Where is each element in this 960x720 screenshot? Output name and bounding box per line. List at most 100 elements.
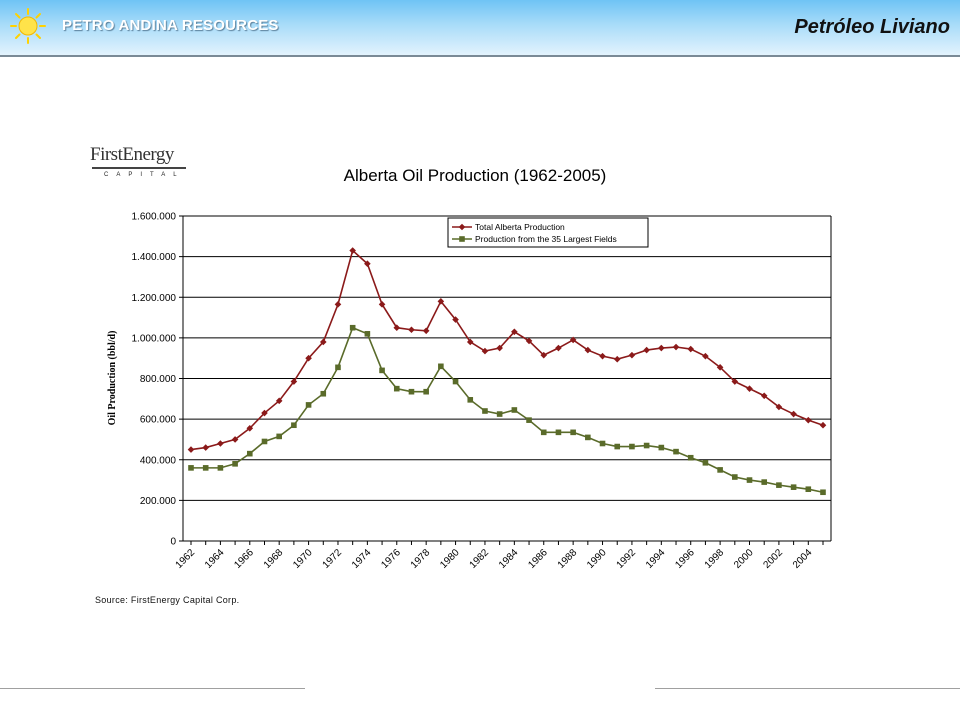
logo-subtitle: CAPITAL bbox=[104, 172, 185, 178]
x-tick-label: 2004 bbox=[791, 547, 815, 571]
data-point bbox=[187, 446, 195, 453]
page-title: Petróleo Liviano bbox=[794, 16, 950, 38]
data-point bbox=[761, 479, 768, 485]
data-point bbox=[746, 385, 753, 392]
data-point bbox=[672, 343, 680, 351]
data-point bbox=[364, 331, 371, 337]
data-point bbox=[458, 223, 466, 231]
y-axis-label: Oil Production (bbl/d) bbox=[107, 331, 118, 426]
x-tick-label: 1982 bbox=[468, 547, 492, 571]
legend-label: Total Alberta Production bbox=[475, 222, 565, 232]
x-tick-label: 1988 bbox=[556, 547, 580, 571]
data-point bbox=[569, 336, 577, 344]
data-point bbox=[438, 363, 444, 370]
data-series bbox=[187, 247, 827, 496]
data-point bbox=[496, 344, 503, 352]
data-point bbox=[437, 298, 445, 305]
data-point bbox=[511, 328, 518, 336]
y-tick-label: 400.000 bbox=[140, 455, 177, 466]
data-point bbox=[511, 407, 518, 413]
data-point bbox=[805, 416, 812, 424]
series-line bbox=[191, 326, 824, 494]
x-tick-label: 1970 bbox=[291, 547, 315, 571]
data-point bbox=[570, 429, 576, 436]
data-point bbox=[231, 436, 239, 443]
data-point bbox=[643, 442, 650, 449]
data-point bbox=[335, 364, 341, 371]
data-point bbox=[349, 247, 356, 254]
data-point bbox=[526, 417, 532, 423]
data-point bbox=[261, 438, 268, 445]
data-point bbox=[525, 337, 533, 345]
data-point bbox=[217, 465, 224, 471]
company-name: PETRO ANDINA RESOURCES bbox=[62, 17, 279, 34]
x-tick-label: 1968 bbox=[262, 547, 286, 571]
data-point bbox=[459, 236, 465, 242]
data-point bbox=[643, 346, 650, 354]
data-point bbox=[819, 421, 827, 429]
data-point bbox=[334, 301, 342, 308]
x-tick-label: 1992 bbox=[615, 547, 639, 571]
axes: 0 200.000 400.000 600.000 800.000 1.000.000 1.… bbox=[132, 212, 832, 571]
data-point bbox=[775, 403, 783, 411]
data-point bbox=[379, 367, 385, 374]
data-point bbox=[408, 326, 415, 334]
y-tick-label: 0 bbox=[170, 537, 176, 548]
data-point bbox=[393, 385, 400, 392]
sun-logo-icon bbox=[10, 8, 46, 44]
slide-header: PETRO ANDINA RESOURCES Petróleo Liviano bbox=[0, 0, 960, 57]
data-point bbox=[393, 324, 401, 332]
data-point bbox=[731, 378, 739, 385]
logo-wordmark: FirstEnergy bbox=[90, 144, 174, 165]
x-tick-label: 1962 bbox=[174, 547, 198, 571]
y-tick-label: 1.200.000 bbox=[132, 293, 177, 304]
data-point bbox=[188, 465, 194, 471]
data-point bbox=[658, 444, 665, 451]
legend-label: Production from the 35 Largest Fields bbox=[475, 234, 617, 244]
x-tick-label: 1994 bbox=[644, 547, 668, 571]
y-tick-label: 1.000.000 bbox=[132, 333, 177, 344]
data-point bbox=[202, 444, 209, 451]
data-point bbox=[599, 352, 606, 360]
gridlines bbox=[183, 215, 831, 501]
data-point bbox=[585, 434, 591, 441]
data-point bbox=[746, 477, 753, 483]
x-tick-label: 1986 bbox=[526, 547, 550, 571]
data-point bbox=[305, 354, 312, 362]
data-point bbox=[555, 344, 562, 352]
data-point bbox=[732, 474, 738, 480]
data-point bbox=[820, 489, 826, 496]
data-point bbox=[481, 347, 489, 355]
data-point bbox=[790, 484, 797, 490]
data-point bbox=[584, 346, 592, 354]
x-tick-label: 1966 bbox=[232, 547, 256, 571]
data-point bbox=[466, 338, 474, 346]
data-point bbox=[776, 482, 782, 488]
data-point bbox=[319, 338, 327, 346]
footer-line-right bbox=[655, 688, 960, 689]
x-tick-label: 1964 bbox=[203, 547, 227, 571]
y-tick-label: 1.400.000 bbox=[132, 252, 177, 263]
x-tick-label: 1978 bbox=[409, 547, 433, 571]
data-point bbox=[246, 424, 254, 432]
x-tick-label: 1980 bbox=[438, 547, 462, 571]
y-tick-label: 200.000 bbox=[140, 496, 177, 507]
data-point bbox=[599, 440, 606, 447]
data-point bbox=[320, 390, 327, 397]
data-point bbox=[349, 324, 356, 331]
logo-divider bbox=[92, 167, 186, 169]
data-point bbox=[422, 327, 430, 335]
x-tick-label: 1974 bbox=[350, 547, 374, 571]
data-point bbox=[467, 397, 474, 403]
legend-box bbox=[447, 217, 649, 248]
data-point bbox=[261, 409, 268, 417]
data-point bbox=[202, 465, 209, 471]
y-tick-label: 600.000 bbox=[140, 415, 177, 426]
data-point bbox=[760, 392, 768, 400]
data-point bbox=[555, 429, 562, 436]
data-point bbox=[482, 408, 488, 414]
data-point bbox=[452, 316, 459, 323]
x-tick-label: 2002 bbox=[762, 547, 786, 571]
data-point bbox=[540, 429, 547, 436]
